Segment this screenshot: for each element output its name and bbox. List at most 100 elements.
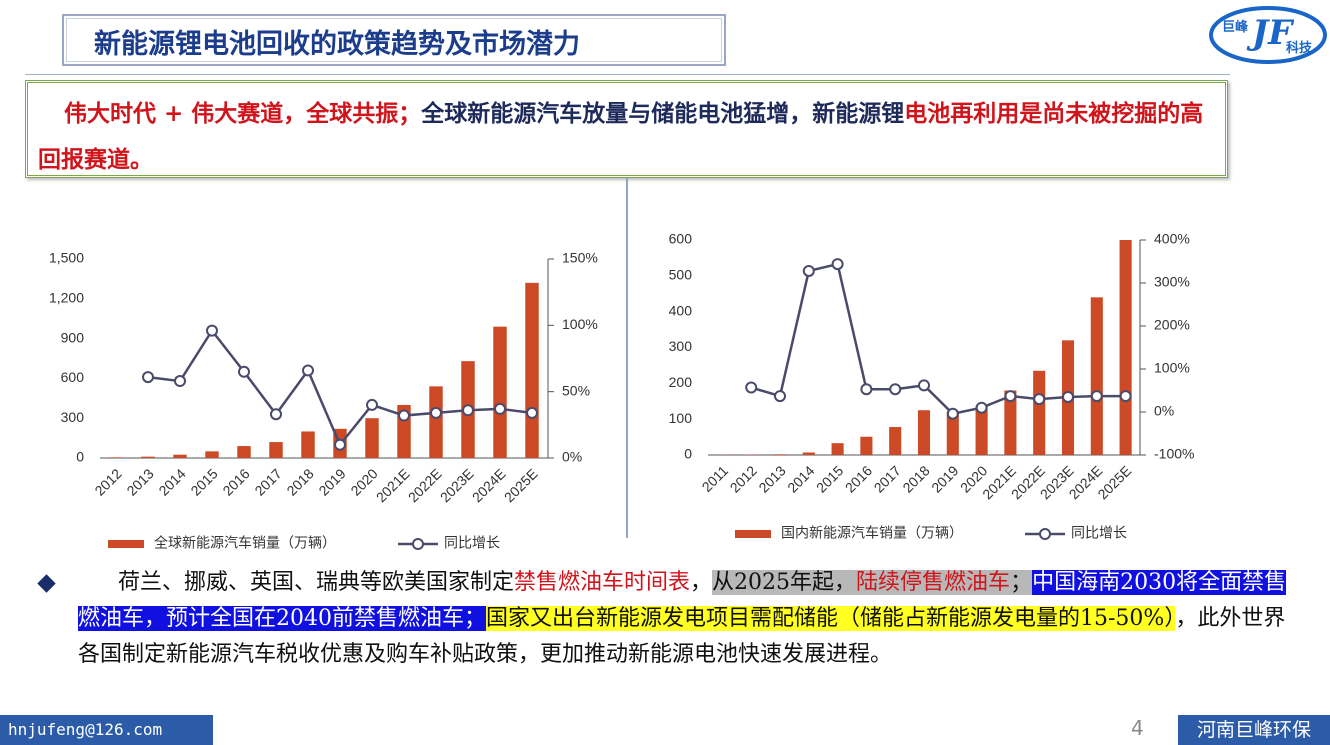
y2-tick-label: 0% (562, 449, 582, 465)
legend-label: 同比增长 (444, 535, 500, 551)
bar (141, 456, 155, 458)
line-point (238, 365, 250, 378)
highlight: 国家又出台新能源发电项目需配储能（储能占新能源发电量的15-50%） (486, 606, 1176, 631)
x-tick-label: 2018 (283, 465, 316, 498)
y2-tick-label: -100% (1154, 446, 1194, 462)
line-point (1004, 390, 1017, 403)
line-point (334, 438, 346, 451)
line-point (1090, 390, 1103, 403)
slide-title: 新能源锂电池回收的政策趋势及市场潜力 (94, 29, 580, 60)
bar (802, 452, 815, 455)
callout: 伟大时代 + 伟大赛道，全球共振；全球新能源汽车放量与储能电池猛增，新能源锂电池… (25, 80, 1228, 178)
bar (301, 431, 315, 458)
bar (269, 442, 283, 458)
line-point (142, 371, 154, 384)
x-tick-label: 2013 (755, 462, 788, 495)
callout-text: 全球新能源汽车放量与储能电池猛增，新能源锂 (421, 100, 905, 127)
line-point (366, 398, 378, 411)
text: 荷兰、挪威、英国、瑞典等欧美国家制定 (118, 570, 515, 595)
logo: 巨峰 JF 科技 (1209, 6, 1327, 64)
line-point (831, 258, 844, 271)
y2-tick-label: 50% (562, 382, 590, 398)
highlight: 从2025年起， (712, 570, 857, 595)
y-tick-label: 300 (669, 338, 693, 354)
line-point (774, 390, 786, 403)
line-point (802, 264, 815, 277)
logo-ring (1209, 6, 1327, 64)
y2-tick-label: 100% (562, 316, 598, 332)
y-tick-label: 1,500 (49, 250, 84, 266)
bar (525, 282, 539, 458)
x-tick-label: 2014 (784, 462, 817, 495)
legend-swatch (1039, 528, 1051, 540)
logo-top: 巨峰 (1222, 19, 1249, 35)
x-tick-label: 2013 (123, 465, 156, 498)
bar (1004, 390, 1017, 455)
y-tick-label: 600 (669, 231, 693, 247)
bar (1119, 240, 1132, 455)
line-point (174, 375, 186, 388)
text: ，此外世界各国制定新能源汽车税收优惠及购车补贴政策，更加推动新能源电池快速发展进… (78, 606, 1286, 667)
y2-tick-label: 200% (1154, 317, 1190, 333)
logo-bottom: 科技 (1286, 40, 1313, 56)
line-point (398, 409, 410, 422)
x-tick-label: 2016 (842, 462, 875, 495)
line-point (1119, 390, 1132, 403)
x-tick-label: 2017 (871, 462, 904, 495)
title-box: 新能源锂电池回收的政策趋势及市场潜力 (62, 14, 726, 66)
x-tick-label: 2019 (928, 462, 961, 495)
bar (773, 454, 787, 455)
x-tick-label: 2015 (813, 462, 846, 495)
line-point (270, 408, 282, 421)
callout-text: 伟大时代 + 伟大赛道，全球共振； (64, 100, 422, 127)
x-tick-label: 2024E (469, 465, 509, 505)
y-tick-label: 1,200 (49, 290, 84, 306)
line-point (1033, 393, 1046, 406)
line-point (889, 383, 902, 396)
x-tick-label: 2016 (219, 465, 252, 498)
bar (237, 446, 251, 458)
divider-line (25, 74, 1230, 75)
y-tick-label: 0 (76, 449, 84, 465)
x-tick-label: 2021E (373, 465, 413, 505)
legend-swatch (735, 530, 771, 538)
line-point (745, 381, 758, 394)
line-point (1062, 390, 1074, 403)
bar (889, 427, 902, 455)
footer-company: 河南巨峰环保 (1178, 715, 1330, 745)
legend-swatch (412, 538, 424, 550)
x-tick-label: 2019 (315, 465, 348, 498)
y2-tick-label: 150% (562, 250, 598, 266)
line-point (494, 402, 506, 415)
bar (109, 457, 123, 458)
x-tick-label: 2023E (437, 465, 477, 505)
x-tick-label: 2025E (1094, 462, 1134, 502)
divider-line (626, 178, 628, 538)
highlight: 陆续停售燃油车 (856, 570, 1011, 595)
x-tick-label: 2012 (91, 465, 124, 498)
y-tick-label: 900 (61, 329, 85, 345)
page-number: 4 (1131, 716, 1144, 740)
line-point (430, 406, 442, 419)
x-tick-label: 2012 (727, 462, 760, 495)
logo-mark: JF (1246, 13, 1295, 53)
bar (975, 405, 988, 455)
y-tick-label: 0 (684, 446, 692, 462)
bar (1090, 297, 1103, 455)
legend-label: 同比增长 (1071, 525, 1127, 541)
y2-tick-label: 0% (1154, 403, 1174, 419)
text: ， (690, 570, 713, 595)
y-tick-label: 500 (669, 267, 693, 283)
line-point (918, 379, 930, 392)
y-tick-label: 300 (61, 409, 85, 425)
footer-email: hnjufeng@126.com (0, 715, 213, 745)
y-tick-label: 600 (61, 369, 85, 385)
x-tick-label: 2022E (405, 465, 445, 505)
callout-text: 电池再利用是尚未被挖掘的高回报赛道。 (38, 100, 1204, 173)
bar (173, 454, 187, 458)
line-point (462, 404, 474, 417)
text: 禁售燃油车时间表 (514, 570, 691, 595)
line-point (946, 407, 959, 420)
